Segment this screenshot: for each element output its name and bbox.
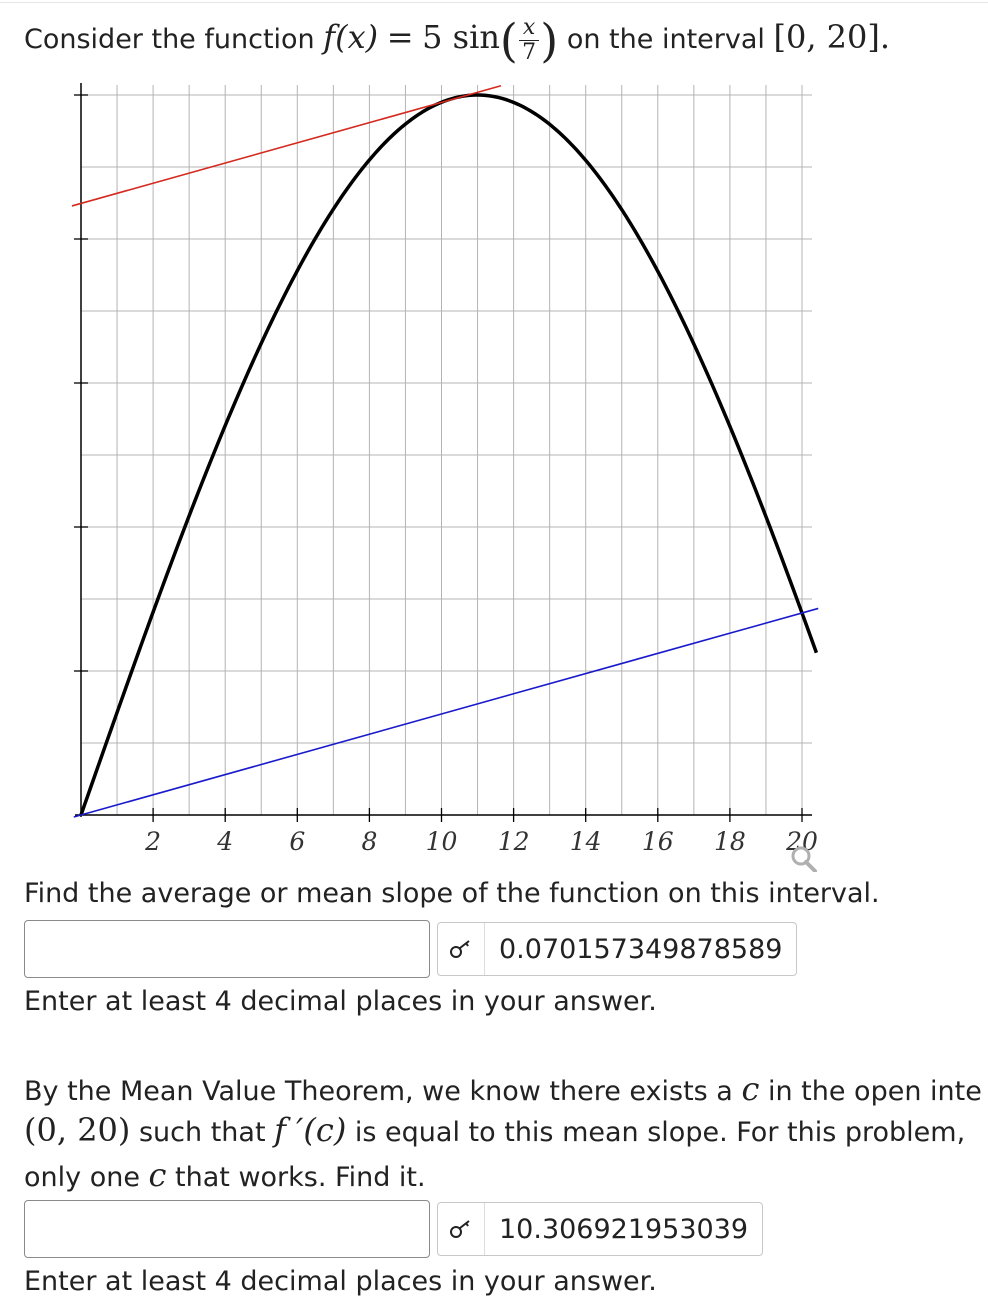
tangent-line <box>71 84 502 207</box>
equals-sign: = <box>386 18 414 56</box>
top-divider <box>0 2 988 3</box>
x-tick-label: 16 <box>642 827 674 856</box>
problem-statement: Consider the function f(x) = 5 sin(x 7) o… <box>24 16 890 65</box>
x-tick-label: 6 <box>289 827 305 856</box>
paren-close: ) <box>540 13 559 68</box>
q2-line2-a: such that <box>138 1117 266 1148</box>
x-tick-label: 18 <box>714 827 746 856</box>
x-tick-label: 20 <box>785 827 818 856</box>
q2-note: Enter at least 4 decimal places in your … <box>24 1266 657 1297</box>
q2-answer-box[interactable] <box>24 1200 430 1258</box>
x-tick-label: 12 <box>498 827 530 856</box>
q2-line3-b: that works. Find it. <box>175 1162 426 1193</box>
q2-line1-a: By the Mean Value Theorem, we know there… <box>24 1076 733 1107</box>
statement-lead: Consider the function <box>24 24 315 55</box>
grid <box>81 85 812 815</box>
x-tick-label: 10 <box>426 827 458 856</box>
q2-interval: (0, 20) <box>24 1111 131 1149</box>
x-tick-label: 2 <box>144 827 161 856</box>
q1-answer-value: 0.070157349878589 <box>499 933 783 965</box>
magnifier-icon[interactable] <box>791 846 817 872</box>
function-name: f(x) <box>323 18 379 56</box>
q2-text-line-1: By the Mean Value Theorem, we know there… <box>24 1070 982 1108</box>
paren-open: ( <box>499 13 518 68</box>
x-tick-label: 8 <box>361 827 377 856</box>
q2-line3-a: only one <box>24 1162 140 1193</box>
axes <box>74 83 812 822</box>
q2-correct-answer: 10.306921953039 <box>437 1202 764 1256</box>
interval: [0, 20]. <box>773 18 891 56</box>
fraction-numerator: x <box>518 16 540 41</box>
q2-answer-input[interactable] <box>25 1201 429 1257</box>
q2-c-var-2: c <box>148 1156 167 1194</box>
q1-answer-box[interactable] <box>24 920 430 978</box>
q2-line2-b: is equal to this mean slope. For this pr… <box>354 1117 966 1148</box>
q2-text-line-3: only one c that works. Find it. <box>24 1156 426 1194</box>
tick-labels: 246810121416182012345 <box>144 827 818 856</box>
statement-mid: on the interval <box>566 24 765 55</box>
q2-answer-value: 10.306921953039 <box>499 1213 749 1245</box>
x-tick-label: 14 <box>570 827 602 856</box>
key-icon <box>438 1203 485 1255</box>
x-tick-label: 4 <box>216 827 233 856</box>
q2-c-var: c <box>741 1070 760 1108</box>
function-coef: 5 sin <box>422 18 500 56</box>
q2-derivative: f ′(c) <box>274 1111 347 1149</box>
q2-text-line-2: (0, 20) such that f ′(c) is equal to thi… <box>24 1111 965 1149</box>
q1-answer-input[interactable] <box>25 921 429 977</box>
key-icon <box>438 923 485 975</box>
secant-line <box>73 607 819 818</box>
q2-line1-b: in the open inte <box>767 1076 982 1107</box>
function-graph[interactable]: 246810121416182012345 <box>66 72 826 872</box>
q1-prompt: Find the average or mean slope of the fu… <box>24 878 880 909</box>
plot-lines <box>71 84 819 818</box>
q1-note: Enter at least 4 decimal places in your … <box>24 986 657 1017</box>
fraction-denominator: 7 <box>522 40 537 65</box>
q1-correct-answer: 0.070157349878589 <box>437 922 798 976</box>
